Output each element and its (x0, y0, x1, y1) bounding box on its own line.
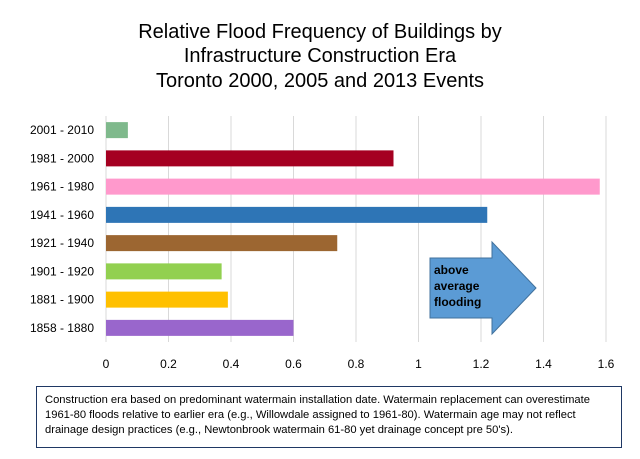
bar-1881-1900 (106, 291, 228, 308)
x-tick-label: 0.4 (223, 357, 240, 371)
footnote-text: Construction era based on predominant wa… (45, 394, 590, 436)
bar-1981-2000 (106, 150, 394, 167)
arrow-text-line: above (434, 263, 469, 277)
x-tick-labels: 0 0.2 0.4 0.6 0.8 1 1.2 1.4 1.6 (103, 357, 615, 371)
category-label: 2001 - 2010 (30, 123, 94, 137)
x-tick-label: 1 (415, 357, 422, 371)
x-tick-label: 1.4 (535, 357, 552, 371)
category-label: 1881 - 1900 (30, 293, 94, 307)
bar-1858-1880 (106, 319, 294, 336)
x-tick-label: 1.6 (598, 357, 615, 371)
x-tick-label: 0.8 (348, 357, 365, 371)
bars (106, 122, 600, 336)
category-label: 1941 - 1960 (30, 208, 94, 222)
category-label: 1858 - 1880 (30, 321, 94, 335)
title-line-3: Toronto 2000, 2005 and 2013 Events (156, 70, 484, 92)
gridlines (105, 116, 607, 342)
bar-1941-1960 (106, 206, 488, 223)
x-tick-label: 1.2 (473, 357, 490, 371)
footnote: Construction era based on predominant wa… (36, 386, 622, 448)
arrow-text-line: flooding (434, 295, 481, 309)
title-line-2: Infrastructure Construction Era (184, 45, 457, 67)
bar-1901-1920 (106, 263, 222, 280)
category-label: 1921 - 1940 (30, 236, 94, 250)
bar-1961-1980 (106, 178, 600, 195)
category-label: 1901 - 1920 (30, 264, 94, 278)
above-average-arrow: above average flooding (429, 240, 537, 336)
x-tick-label: 0.6 (285, 357, 302, 371)
category-labels: 2001 - 2010 1981 - 2000 1961 - 1980 1941 - … (30, 123, 94, 335)
x-tick-label: 0 (103, 357, 110, 371)
bar-1921-1940 (106, 235, 338, 252)
bar-2001-2010 (106, 122, 128, 139)
category-label: 1961 - 1980 (30, 180, 94, 194)
arrow-shape (429, 240, 537, 336)
x-tick-label: 0.2 (160, 357, 177, 371)
arrow-text-line: average (434, 279, 480, 293)
chart-title: Relative Flood Frequency of Buildings by… (138, 21, 502, 92)
category-label: 1981 - 2000 (30, 151, 94, 165)
title-line-1: Relative Flood Frequency of Buildings by (138, 21, 502, 43)
